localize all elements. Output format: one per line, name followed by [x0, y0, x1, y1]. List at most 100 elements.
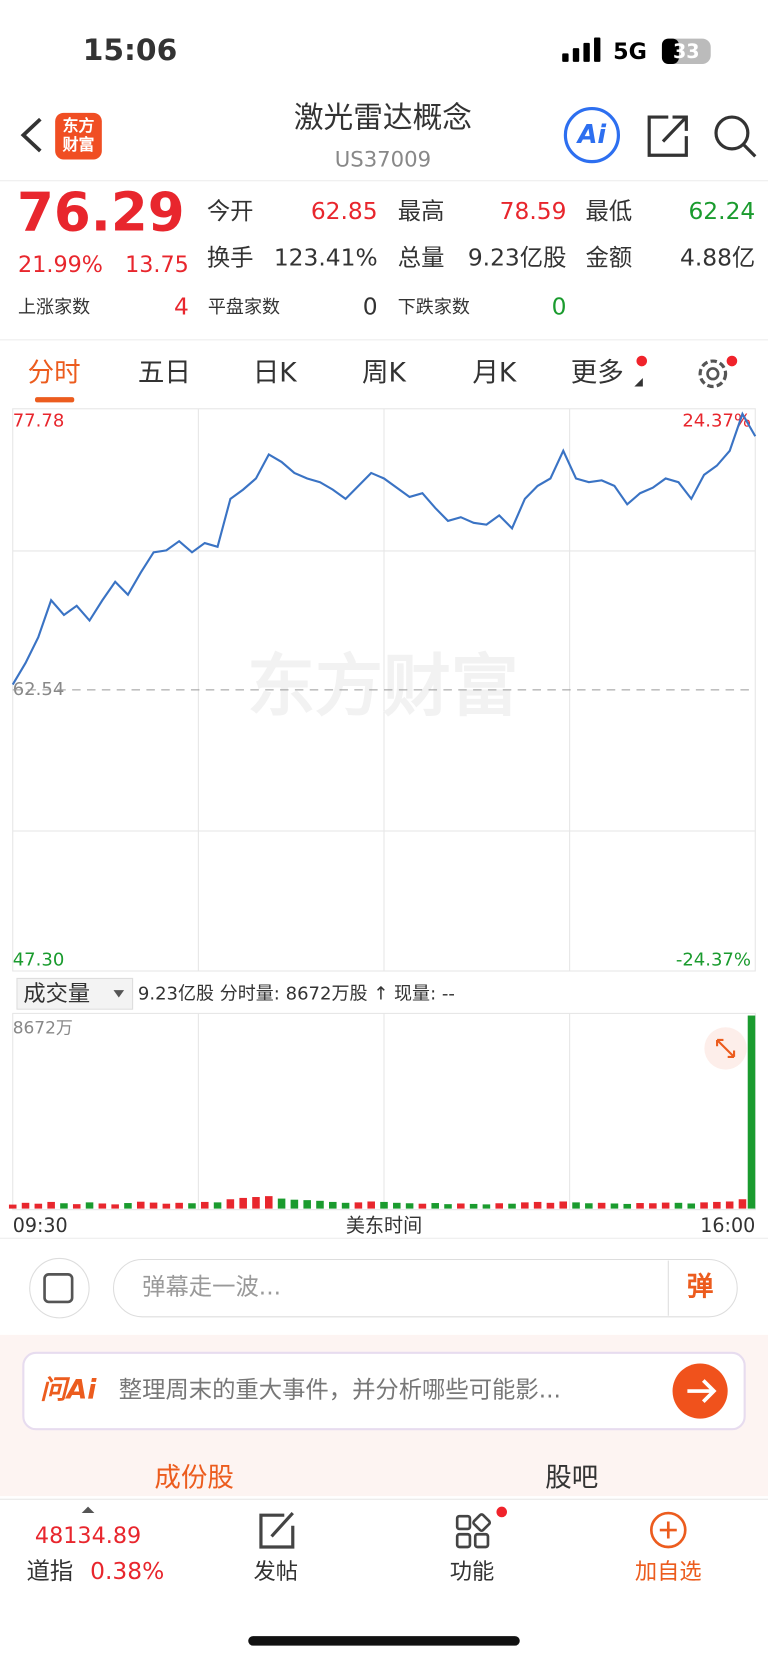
caret — [81, 1506, 95, 1514]
index-pct: 0.38% — [90, 1557, 164, 1585]
title: 激光雷达概念 — [294, 101, 472, 136]
nav-item[interactable]: 功能 — [450, 1559, 495, 1585]
logo-text: 东方 — [63, 116, 95, 135]
volume-bar — [508, 1203, 516, 1209]
nav-item[interactable]: 加自选 — [635, 1559, 702, 1585]
add-icon — [649, 1511, 687, 1549]
volume-bar — [213, 1202, 222, 1209]
index-name: 道指 — [27, 1557, 74, 1585]
tabs: 分时 五日 日K 周K 月K 更多 — [28, 357, 624, 388]
y-tick-label: 47.30 — [13, 949, 65, 970]
volume-bar — [188, 1203, 196, 1209]
volume-bar — [597, 1202, 606, 1209]
badge — [496, 1506, 508, 1518]
volume-label: 成交量 — [23, 981, 90, 1007]
volume-bar — [585, 1203, 593, 1209]
nav-item[interactable]: 发帖 — [254, 1559, 299, 1585]
function-icon — [455, 1513, 492, 1549]
search[interactable] — [714, 115, 757, 158]
tab: 周K — [362, 357, 407, 388]
battery-text: 33 — [673, 40, 700, 63]
volume-bar — [444, 1204, 452, 1209]
post-icon — [259, 1511, 295, 1549]
ai-text: Ai — [576, 120, 607, 150]
subtab[interactable]: 股吧 — [545, 1463, 598, 1494]
volume-bar — [265, 1196, 273, 1209]
field-label: 金额 — [586, 244, 633, 272]
x-label: 09:30 — [13, 1214, 68, 1237]
volume-bar — [482, 1204, 491, 1209]
grid — [197, 1013, 571, 1210]
field-label: 上涨家数 — [18, 297, 90, 318]
volume-info: 9.23亿股 分时量: 8672万股 ↑ 现量: -- — [138, 983, 455, 1004]
y2-tick-label: 24.37% — [682, 411, 751, 432]
change: 13.75 — [125, 252, 189, 278]
volume-bar — [341, 1202, 350, 1209]
volume-bar — [559, 1201, 568, 1209]
ai-button[interactable] — [563, 106, 621, 164]
price: 76.29 — [17, 181, 185, 243]
code: US37009 — [335, 148, 431, 173]
volume-bar — [175, 1202, 183, 1209]
volume-bar — [738, 1199, 747, 1209]
volume-bar — [354, 1202, 363, 1209]
comment-icon[interactable] — [29, 1257, 90, 1319]
volume-bar — [380, 1201, 388, 1209]
badge — [636, 355, 648, 367]
field-value: 4.88亿 — [680, 244, 755, 272]
volume-bar — [252, 1197, 260, 1209]
volume-bar — [649, 1203, 657, 1209]
field-value: 62.85 — [311, 197, 378, 225]
volume-bar — [60, 1203, 68, 1209]
volume-bar — [623, 1203, 632, 1209]
price-line — [11, 411, 757, 686]
volume-bar — [162, 1203, 171, 1209]
pct: 21.99% — [18, 252, 103, 278]
field-value: 123.41% — [274, 244, 378, 272]
volume-bar — [610, 1203, 619, 1209]
y2-tick-label: -24.37% — [676, 949, 751, 970]
field-value: 0 — [552, 293, 567, 321]
tab: 日K — [253, 357, 297, 388]
volume-bar — [8, 1204, 17, 1209]
field-value: 0 — [363, 293, 378, 321]
volume-bar — [21, 1202, 30, 1209]
x-label: 16:00 — [700, 1214, 755, 1237]
volume-max: 8672万 — [13, 1018, 73, 1038]
volume-bar — [469, 1203, 478, 1209]
field-label: 下跌家数 — [398, 297, 470, 318]
volume-bar — [239, 1197, 247, 1209]
home-indicator — [248, 1636, 520, 1646]
volume-bar — [495, 1203, 503, 1209]
field-value: 78.59 — [500, 197, 567, 225]
volume-selector[interactable] — [16, 977, 134, 1010]
volume-bar — [316, 1200, 324, 1209]
field-label: 今开 — [207, 197, 254, 225]
volume-bar — [457, 1203, 465, 1209]
volume-bar — [405, 1203, 414, 1209]
ai-box[interactable] — [22, 1351, 746, 1431]
volume-bar — [521, 1202, 529, 1209]
danmaku-button[interactable]: 弹 — [687, 1272, 714, 1303]
back[interactable] — [20, 117, 42, 153]
tab-underline — [35, 397, 75, 403]
arrow — [687, 1379, 717, 1403]
subtab[interactable]: 成份股 — [154, 1463, 234, 1494]
watermark: 东方财富 — [247, 647, 519, 726]
bottom-bar — [0, 1499, 768, 1663]
share[interactable] — [647, 115, 688, 157]
volume-bar — [393, 1202, 401, 1209]
comment-icon-glyph — [43, 1273, 74, 1304]
comment-input[interactable] — [112, 1258, 738, 1318]
ai-brand: 问Ai — [40, 1375, 97, 1406]
field-label: 最低 — [586, 197, 633, 225]
volume-bar — [546, 1202, 555, 1209]
field-value: 62.24 — [688, 197, 755, 225]
settings[interactable] — [698, 359, 728, 389]
volume-bar — [149, 1202, 158, 1209]
volume-bar — [533, 1201, 542, 1209]
volume-bar — [713, 1201, 721, 1209]
volume-bar — [34, 1203, 43, 1209]
battery-level — [661, 38, 679, 65]
